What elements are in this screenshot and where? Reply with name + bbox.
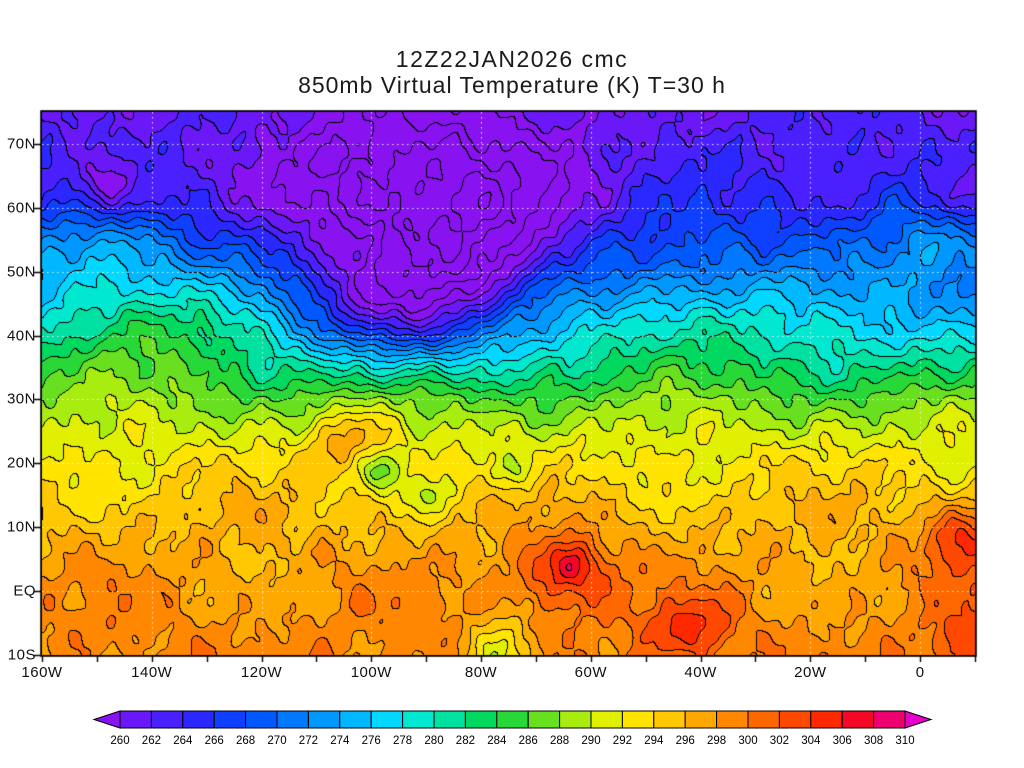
- colorbar-level-282: 282: [456, 735, 475, 747]
- colorbar-segment-262-264: [150, 710, 184, 729]
- colorbar-level-276: 276: [362, 735, 381, 747]
- colorbar-arrow-low: [92, 710, 121, 729]
- colorbar-level-308: 308: [864, 735, 883, 747]
- colorbar-level-280: 280: [424, 735, 443, 747]
- colorbar-level-274: 274: [330, 735, 350, 747]
- colorbar-level-294: 294: [644, 735, 664, 747]
- title-block: 12Z22JAN2026 cmc 850mb Virtual Temperatu…: [0, 46, 1024, 99]
- colorbar-level-302: 302: [770, 735, 789, 747]
- colorbar-level-278: 278: [393, 735, 412, 747]
- colorbar-level-290: 290: [581, 735, 600, 747]
- colorbar-segment-302-304: [778, 710, 812, 729]
- colorbar-level-264: 264: [173, 735, 193, 747]
- colorbar-level-300: 300: [738, 735, 757, 747]
- colorbar-segment-272-274: [307, 710, 341, 729]
- colorbar-level-310: 310: [895, 735, 914, 747]
- colorbar-segment-290-292: [590, 710, 623, 729]
- colorbar-level-298: 298: [707, 735, 726, 747]
- colorbar-level-272: 272: [299, 735, 318, 747]
- colorbar-segment-274-276: [339, 710, 372, 729]
- colorbar: 260 262 264 266 268 270 272 274 276 278 280 282 284 2…: [92, 710, 933, 747]
- colorbar-segment-292-294: [621, 710, 655, 729]
- colorbar-segment-286-288: [527, 710, 561, 729]
- colorbar-level-296: 296: [676, 735, 695, 747]
- colorbar-segment-280-282: [433, 710, 466, 729]
- colorbar-segment-284-286: [496, 710, 529, 729]
- colorbar-segment-296-298: [684, 710, 718, 729]
- colorbar-level-306: 306: [833, 735, 852, 747]
- colorbar-segment-278-280: [402, 710, 435, 729]
- colorbar-arrow-high: [904, 710, 933, 729]
- colorbar-segment-268-270: [245, 710, 278, 729]
- colorbar-segment-306-308: [841, 710, 875, 729]
- chart-field-title: 850mb Virtual Temperature (K) T=30 h: [298, 72, 726, 98]
- colorbar-segment-294-296: [653, 710, 686, 729]
- temperature-contour-map: [0, 0, 1024, 700]
- colorbar-segment-264-266: [182, 710, 215, 729]
- colorbar-segment-288-290: [559, 710, 592, 729]
- colorbar-level-266: 266: [205, 735, 224, 747]
- colorbar-segment-266-268: [213, 710, 247, 729]
- colorbar-segment-260-262: [119, 710, 152, 729]
- colorbar-level-286: 286: [519, 735, 538, 747]
- colorbar-level-284: 284: [487, 735, 507, 747]
- colorbar-segment-298-300: [716, 710, 749, 729]
- colorbar-level-304: 304: [801, 735, 821, 747]
- colorbar-level-260: 260: [110, 735, 129, 747]
- colorbar-segment-270-272: [276, 710, 309, 729]
- colorbar-segment-308-310: [873, 710, 906, 729]
- colorbar-level-292: 292: [613, 735, 632, 747]
- colorbar-level-270: 270: [267, 735, 286, 747]
- colorbar-level-262: 262: [142, 735, 161, 747]
- colorbar-level-288: 288: [550, 735, 569, 747]
- colorbar-segment-300-302: [747, 710, 780, 729]
- colorbar-level-268: 268: [236, 735, 255, 747]
- chart-run-title: 12Z22JAN2026 cmc: [395, 46, 629, 72]
- colorbar-segment-276-278: [370, 710, 404, 729]
- colorbar-segment-282-284: [464, 710, 498, 729]
- colorbar-segment-304-306: [810, 710, 843, 729]
